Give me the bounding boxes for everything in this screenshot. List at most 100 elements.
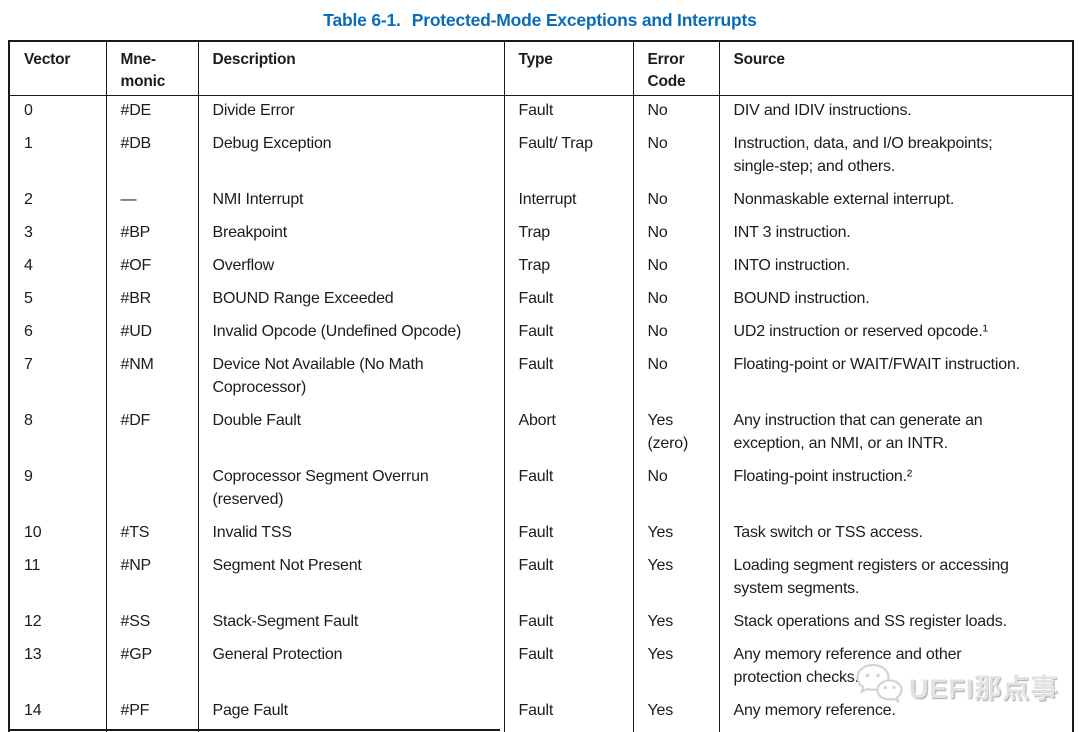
table-row: 7 #NM Device Not Available (No Math Copr… [9,350,1073,406]
exceptions-table: Vector Mne- monic Description Type Error… [8,40,1074,732]
cell-error-code: Yes (zero) [633,406,720,462]
cell-type: Abort [504,406,634,462]
cell-vector: 7 [9,350,107,406]
cell-mnemonic: #GP [106,640,199,696]
column-header-error-code: Error Code [633,41,720,96]
cell-type: Fault [504,551,634,607]
cell-source: INT 3 instruction. [733,224,851,241]
table-body: 0 #DE Divide Error Fault No DIV and IDIV… [9,95,1073,732]
cell-type: Trap [504,218,634,251]
cell-type: Fault [504,95,634,129]
cell-source: DIV and IDIV instructions. [733,102,912,119]
table-row: 3 #BP Breakpoint Trap No INT 3 instructi… [9,218,1073,251]
cell-vector: 6 [9,317,107,350]
cell-source: Any instruction that can generate an exc… [733,412,983,452]
table-row: 9 Coprocessor Segment Overrun (reserved)… [9,462,1073,518]
cell-description: Overflow [198,251,505,284]
table-caption: Table 6-1. Protected-Mode Exceptions and … [0,10,1080,31]
cell-mnemonic: #UD [106,317,199,350]
cell-type: Fault [504,284,634,317]
table-row: 11 #NP Segment Not Present Fault Yes Loa… [9,551,1073,607]
cell-vector: 2 [9,185,107,218]
cell-source: Stack operations and SS register loads. [733,613,1007,630]
cell-type: Fault [504,462,634,518]
column-header-vector: Vector [9,41,107,96]
cell-error-code: No [633,129,720,185]
cell-description: Stack-Segment Fault [198,607,505,640]
table-row: 13 #GP General Protection Fault Yes Any … [9,640,1073,696]
table-row: 6 #UD Invalid Opcode (Undefined Opcode) … [9,317,1073,350]
cell-description: Invalid Opcode (Undefined Opcode) [198,317,505,350]
cell-description: BOUND Range Exceeded [198,284,505,317]
table-row: 1 #DB Debug Exception Fault/ Trap No Ins… [9,129,1073,185]
cell-vector: 14 [9,696,107,732]
cell-mnemonic: #OF [106,251,199,284]
cell-error-code: Yes [633,518,720,551]
cell-mnemonic: #NP [106,551,199,607]
cell-source: Loading segment registers or accessing s… [733,557,1009,597]
cell-source: Floating-point or WAIT/FWAIT instruction… [733,356,1021,373]
cell-vector: 0 [9,95,107,129]
cell-description: Device Not Available (No Math Coprocesso… [198,350,505,406]
cell-source: UD2 instruction or reserved opcode.¹ [733,323,988,340]
cell-description: Debug Exception [198,129,505,185]
cell-error-code: Yes [633,607,720,640]
cell-vector: 12 [9,607,107,640]
cell-vector: 3 [9,218,107,251]
cell-mnemonic [106,462,199,518]
table-title: Protected-Mode Exceptions and Interrupts [411,10,757,30]
table-row: 10 #TS Invalid TSS Fault Yes Task switch… [9,518,1073,551]
cell-mnemonic: #PF [106,696,199,732]
cell-type: Trap [504,251,634,284]
cell-source: Nonmaskable external interrupt. [733,191,955,208]
header-row: Vector Mne- monic Description Type Error… [9,41,1073,96]
cell-error-code: No [633,251,720,284]
cell-error-code: Yes [633,551,720,607]
column-header-source: Source [719,41,1073,96]
cell-error-code: No [633,185,720,218]
cell-vector: 4 [9,251,107,284]
cell-vector: 10 [9,518,107,551]
cell-mnemonic: #DB [106,129,199,185]
cell-source: BOUND instruction. [733,290,870,307]
table-row: 0 #DE Divide Error Fault No DIV and IDIV… [9,95,1073,129]
table-row: 2 — NMI Interrupt Interrupt No Nonmaskab… [9,185,1073,218]
column-header-type: Type [504,41,634,96]
cell-vector: 13 [9,640,107,696]
table-row: 4 #OF Overflow Trap No INTO instruction. [9,251,1073,284]
cell-vector: 9 [9,462,107,518]
column-header-description: Description [198,41,505,96]
cell-vector: 11 [9,551,107,607]
cell-description: General Protection [198,640,505,696]
cell-description: Invalid TSS [198,518,505,551]
cell-mnemonic: #BR [106,284,199,317]
cell-type: Fault [504,518,634,551]
cell-source: Task switch or TSS access. [733,524,923,541]
cell-type: Fault [504,607,634,640]
cell-type: Fault [504,350,634,406]
cell-error-code: Yes [633,640,720,696]
cell-error-code: No [633,350,720,406]
table-row: 14 #PF Page Fault Fault Yes Any memory r… [9,696,1073,732]
cell-vector: 8 [9,406,107,462]
cell-type: Fault/ Trap [504,129,634,185]
cell-error-code: No [633,284,720,317]
cell-source: Floating-point instruction.² [733,468,913,485]
cell-description: Segment Not Present [198,551,505,607]
cell-source: Any memory reference and other protectio… [733,646,962,686]
cell-type: Fault [504,317,634,350]
cell-type: Fault [504,696,634,732]
cell-type: Interrupt [504,185,634,218]
cell-mnemonic: #DF [106,406,199,462]
cell-mnemonic: #BP [106,218,199,251]
cell-type: Fault [504,640,634,696]
cell-error-code: No [633,95,720,129]
cell-description: NMI Interrupt [198,185,505,218]
cell-mnemonic: #NM [106,350,199,406]
cell-source: INTO instruction. [733,257,851,274]
column-header-mnemonic: Mne- monic [106,41,199,96]
cell-error-code: No [633,317,720,350]
cell-mnemonic: #SS [106,607,199,640]
cell-error-code: Yes [633,696,720,732]
